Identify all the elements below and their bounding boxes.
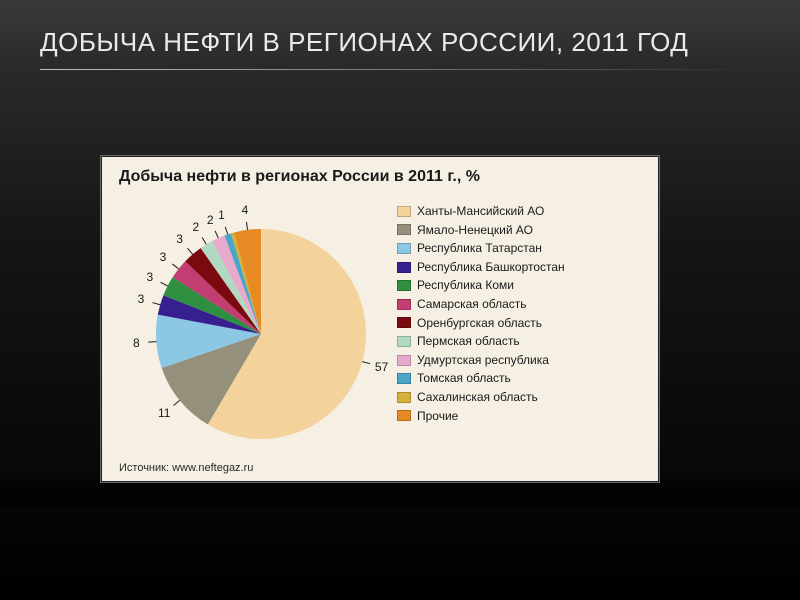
legend-label: Республика Татарстан [417, 239, 542, 258]
pie-value-label: 4 [242, 203, 249, 217]
pie-tick [202, 238, 206, 245]
legend-label: Ямало-Ненецкий АО [417, 221, 533, 240]
legend-item: Удмуртская республика [397, 351, 645, 370]
legend-item: Оренбургская область [397, 314, 645, 333]
pie-tick [246, 222, 247, 230]
legend-label: Сахалинская область [417, 388, 538, 407]
decorative-shadow [0, 480, 800, 508]
pie-tick [172, 264, 178, 269]
legend-item: Республика Татарстан [397, 239, 645, 258]
source-text: www.neftegaz.ru [172, 462, 253, 474]
legend-item: Томская область [397, 369, 645, 388]
pie-tick [152, 303, 160, 305]
pie-tick [161, 282, 168, 286]
chart-title: Добыча нефти в регионах России в 2011 г.… [111, 164, 649, 194]
legend-swatch [397, 355, 411, 366]
slide: ДОБЫЧА НЕФТИ В РЕГИОНАХ РОССИИ, 2011 ГОД… [0, 0, 800, 600]
source-prefix: Источник: [119, 462, 172, 474]
legend-item: Республика Башкортостан [397, 258, 645, 277]
legend-swatch [397, 299, 411, 310]
pie-value-label: 1 [218, 208, 225, 222]
pie-tick [187, 248, 192, 254]
legend-label: Самарская область [417, 295, 527, 314]
pie-value-label: 11 [158, 406, 170, 420]
legend-label: Оренбургская область [417, 314, 542, 333]
legend-swatch [397, 224, 411, 235]
legend-swatch [397, 410, 411, 421]
pie-tick [225, 227, 228, 235]
legend-label: Республика Башкортостан [417, 258, 565, 277]
legend: Ханты-Мансийский АОЯмало-Ненецкий АОРесп… [391, 194, 649, 425]
pie-value-label: 2 [207, 213, 214, 227]
chart-card: Добыча нефти в регионах России в 2011 г.… [100, 155, 660, 483]
pie-value-label: 57 [375, 360, 388, 374]
pie-value-label: 3 [160, 250, 167, 264]
pie-value-label: 3 [147, 270, 154, 284]
pie-tick [362, 362, 370, 364]
legend-item: Прочие [397, 407, 645, 426]
pie-value-label: 8 [133, 336, 140, 350]
legend-swatch [397, 280, 411, 291]
legend-label: Прочие [417, 407, 458, 426]
legend-swatch [397, 317, 411, 328]
legend-swatch [397, 243, 411, 254]
legend-label: Томская область [417, 369, 511, 388]
pie-container: 5711833332214 [111, 194, 391, 454]
pie-tick [148, 342, 156, 343]
legend-item: Республика Коми [397, 276, 645, 295]
legend-label: Республика Коми [417, 276, 514, 295]
chart-body: 5711833332214 Ханты-Мансийский АОЯмало-Н… [111, 194, 649, 454]
pie-tick [215, 231, 218, 238]
pie-value-label: 2 [193, 220, 200, 234]
pie-value-label: 3 [138, 292, 145, 306]
legend-swatch [397, 262, 411, 273]
legend-swatch [397, 206, 411, 217]
pie-tick [173, 400, 179, 405]
slide-title: ДОБЫЧА НЕФТИ В РЕГИОНАХ РОССИИ, 2011 ГОД [0, 0, 800, 69]
legend-item: Самарская область [397, 295, 645, 314]
legend-swatch [397, 373, 411, 384]
legend-label: Ханты-Мансийский АО [417, 202, 544, 221]
pie-chart [111, 194, 391, 454]
legend-swatch [397, 336, 411, 347]
chart-source: Источник: www.neftegaz.ru [111, 454, 649, 476]
legend-item: Сахалинская область [397, 388, 645, 407]
title-divider [40, 69, 760, 70]
legend-item: Ханты-Мансийский АО [397, 202, 645, 221]
legend-item: Ямало-Ненецкий АО [397, 221, 645, 240]
legend-item: Пермская область [397, 332, 645, 351]
pie-value-label: 3 [176, 232, 183, 246]
legend-label: Пермская область [417, 332, 520, 351]
legend-swatch [397, 392, 411, 403]
legend-label: Удмуртская республика [417, 351, 549, 370]
